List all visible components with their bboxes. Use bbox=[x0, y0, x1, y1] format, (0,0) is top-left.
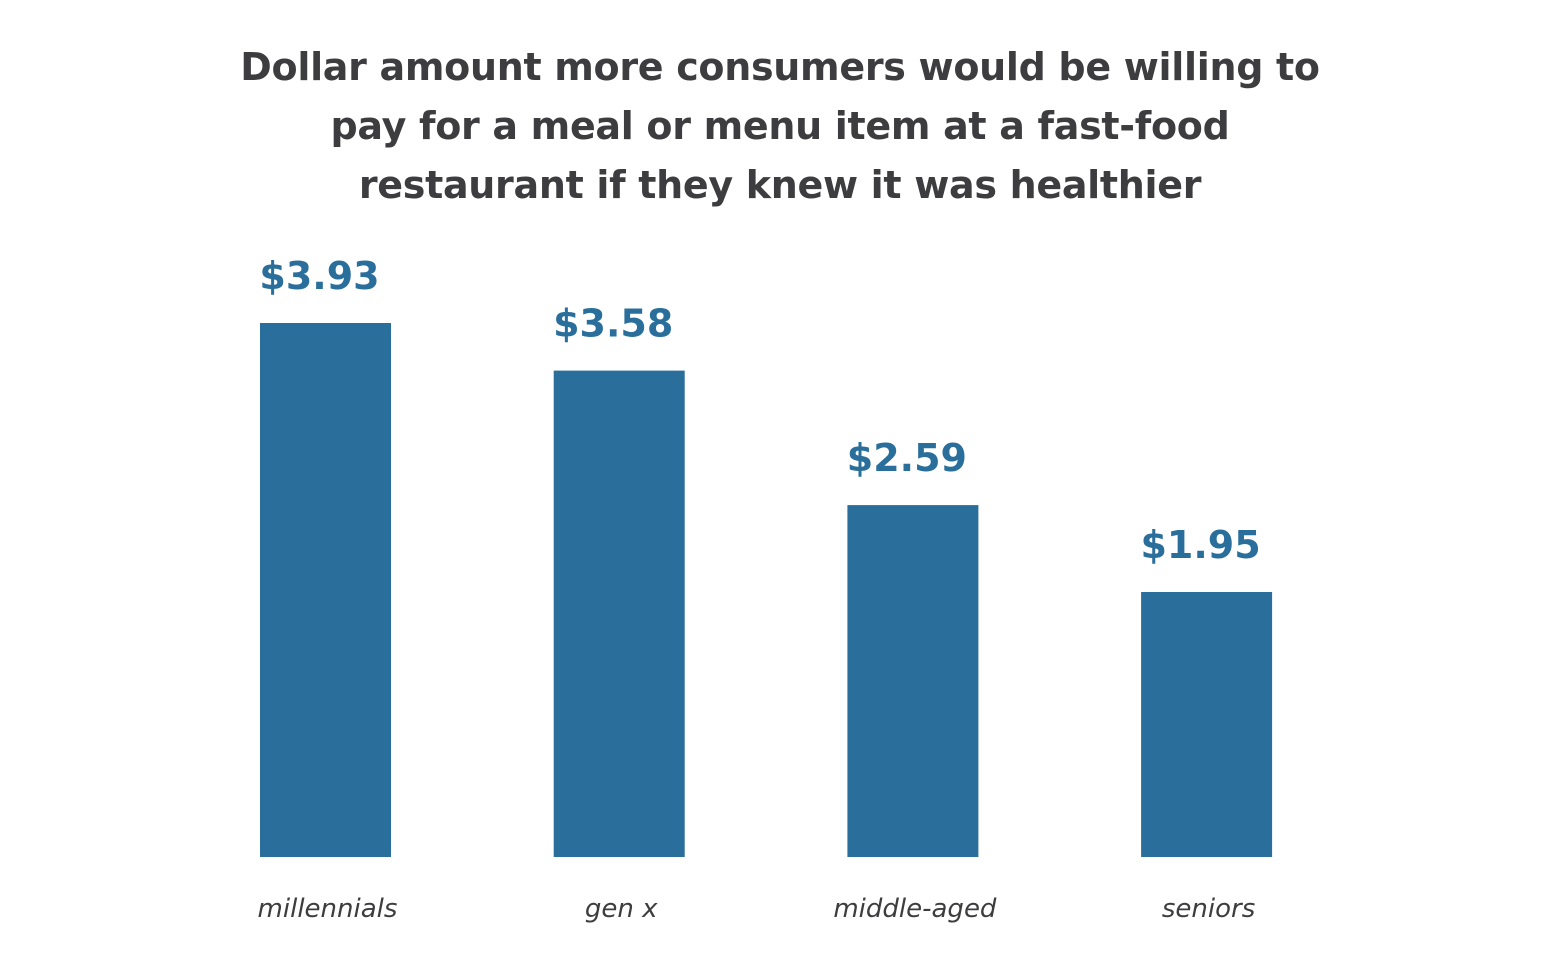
bar-gen-x bbox=[553, 370, 685, 857]
bar-seniors bbox=[1141, 592, 1273, 857]
category-label-seniors: seniors bbox=[1162, 894, 1255, 924]
value-label-seniors: $1.95 bbox=[1140, 523, 1260, 567]
bar-millennials bbox=[260, 323, 391, 857]
category-label-middle-aged: middle-aged bbox=[833, 894, 997, 924]
value-label-gen-x: $3.58 bbox=[553, 302, 673, 346]
bars-layer bbox=[260, 323, 1273, 857]
value-labels-layer: $3.93 $3.58 $2.59 $1.95 bbox=[259, 254, 1260, 567]
category-label-millennials: millennials bbox=[258, 894, 398, 924]
bar-middle-aged bbox=[847, 505, 979, 857]
value-label-middle-aged: $2.59 bbox=[847, 436, 967, 480]
category-label-gen-x: gen x bbox=[585, 894, 658, 924]
category-labels-layer: millennials gen x middle-aged seniors bbox=[258, 894, 1256, 924]
chart-title: Dollar amount more consumers would be wi… bbox=[240, 45, 1320, 207]
value-label-millennials: $3.93 bbox=[259, 254, 379, 298]
